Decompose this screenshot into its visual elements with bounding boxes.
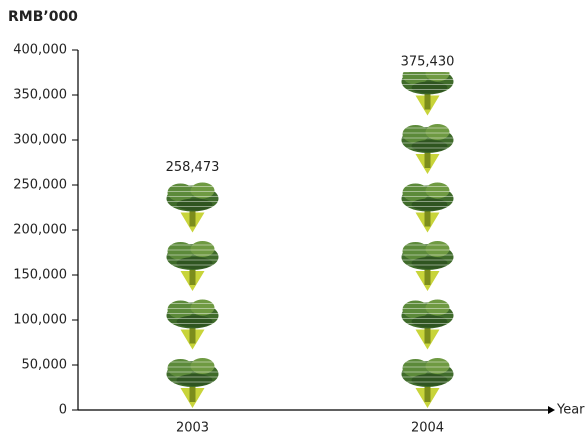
y-tick-label: 250,000 bbox=[13, 178, 67, 193]
tree-trunk-core bbox=[424, 267, 431, 285]
tree-canopy bbox=[402, 300, 429, 319]
tree-canopy bbox=[167, 359, 194, 377]
x-tick-label: 2004 bbox=[411, 421, 444, 436]
value-label: 375,430 bbox=[401, 55, 455, 70]
tree-canopy bbox=[402, 125, 429, 143]
tree-canopy bbox=[176, 374, 213, 386]
y-tick-label: 400,000 bbox=[13, 43, 67, 58]
value-label: 258,473 bbox=[166, 160, 220, 175]
y-tick-label: 150,000 bbox=[13, 268, 67, 283]
tree-trunk-core bbox=[424, 384, 431, 402]
tree-canopy bbox=[176, 198, 213, 211]
tree-canopy bbox=[402, 72, 429, 85]
y-tick-label: 0 bbox=[59, 403, 67, 418]
tree-trunk-core bbox=[189, 267, 196, 285]
y-tick-label: 50,000 bbox=[22, 358, 68, 373]
tree-canopy bbox=[167, 183, 194, 202]
x-axis-arrow bbox=[548, 406, 555, 414]
tree-trunk-core bbox=[424, 91, 431, 110]
tree-canopy bbox=[402, 183, 429, 202]
tree-trunk-core bbox=[424, 325, 431, 344]
tree-canopy bbox=[411, 81, 448, 94]
x-tick-label: 2003 bbox=[176, 421, 209, 436]
tree-canopy bbox=[402, 359, 429, 377]
tree-canopy bbox=[411, 374, 448, 386]
tree-canopy bbox=[411, 198, 448, 211]
y-tick-label: 300,000 bbox=[13, 133, 67, 148]
y-tick-label: 100,000 bbox=[13, 313, 67, 328]
y-tick-label: 350,000 bbox=[13, 88, 67, 103]
tree-canopy bbox=[176, 315, 213, 328]
y-tick-label: 200,000 bbox=[13, 223, 67, 238]
tree-canopy bbox=[176, 257, 213, 269]
pictograph-bar bbox=[166, 182, 219, 408]
tree-canopy bbox=[411, 315, 448, 328]
tree-canopy bbox=[411, 140, 448, 152]
pictograph-bar bbox=[401, 72, 454, 408]
y-axis-title: RMB’000 bbox=[8, 9, 78, 25]
tree-canopy bbox=[402, 242, 429, 260]
tree-canopy bbox=[167, 300, 194, 319]
tree-trunk-core bbox=[424, 150, 431, 168]
tree-canopy bbox=[411, 257, 448, 269]
tree-canopy bbox=[167, 242, 194, 260]
x-axis-title: Year bbox=[556, 403, 585, 418]
tree-trunk-core bbox=[424, 208, 431, 227]
tree-trunk-core bbox=[189, 208, 196, 227]
tree-trunk-core bbox=[189, 325, 196, 344]
tree-trunk-core bbox=[189, 384, 196, 402]
